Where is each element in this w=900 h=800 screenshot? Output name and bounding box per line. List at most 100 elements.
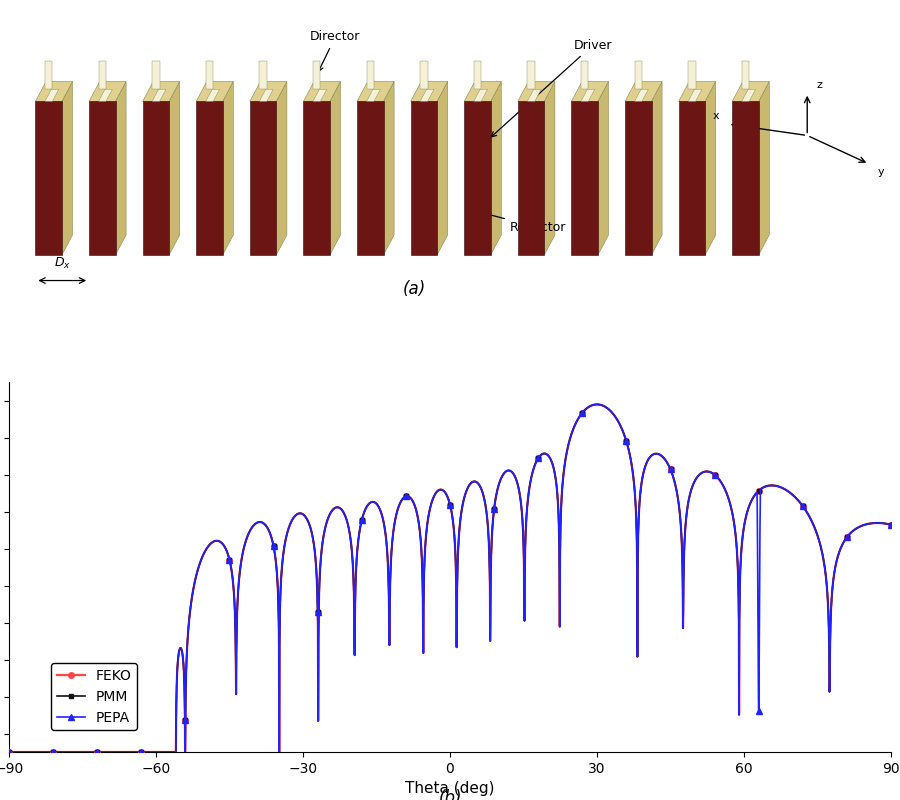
Polygon shape [634,90,648,102]
Polygon shape [464,82,501,102]
PEPA [278,550,289,560]
Text: z: z [816,80,822,90]
Polygon shape [742,61,749,90]
PEPA [110,747,121,757]
Polygon shape [196,82,233,102]
Polygon shape [733,82,770,102]
FEKO [109,747,120,757]
Polygon shape [634,61,642,90]
Polygon shape [742,90,755,102]
Polygon shape [598,82,608,255]
FEKO [110,747,121,757]
Polygon shape [581,61,589,90]
Polygon shape [89,102,115,255]
Polygon shape [152,61,159,90]
Line: PEPA: PEPA [6,402,894,754]
Polygon shape [143,102,169,255]
FEKO [886,520,896,530]
Polygon shape [313,61,320,90]
PEPA [591,400,602,410]
Polygon shape [115,82,126,255]
Polygon shape [383,82,394,255]
Polygon shape [366,61,374,90]
Polygon shape [303,82,340,102]
Polygon shape [733,102,759,255]
FEKO [4,747,14,757]
Polygon shape [62,82,73,255]
Polygon shape [250,102,276,255]
Text: Reflector: Reflector [471,209,566,234]
Line: PMM: PMM [6,402,894,754]
Text: (a): (a) [403,280,427,298]
Polygon shape [572,102,598,255]
Polygon shape [99,61,106,90]
Polygon shape [688,90,702,102]
Polygon shape [581,90,595,102]
Text: Director: Director [310,30,361,71]
Polygon shape [491,82,501,255]
Polygon shape [366,90,381,102]
PEPA [685,488,696,498]
Text: $D_x$: $D_x$ [54,255,71,270]
FEKO [613,418,624,427]
PEPA [613,418,624,427]
Text: y: y [878,166,885,177]
PEPA [109,747,120,757]
PMM [613,418,624,427]
Text: x: x [713,111,719,122]
Polygon shape [206,90,220,102]
Polygon shape [99,90,112,102]
Polygon shape [45,61,52,90]
Polygon shape [222,82,233,255]
PEPA [59,747,70,757]
Polygon shape [143,82,180,102]
Legend: FEKO, PMM, PEPA: FEKO, PMM, PEPA [51,663,137,730]
PEPA [886,520,896,530]
Polygon shape [357,82,394,102]
Polygon shape [544,82,555,255]
Polygon shape [259,90,273,102]
FEKO [685,488,696,498]
Polygon shape [679,102,705,255]
Polygon shape [45,90,58,102]
FEKO [591,400,602,410]
Polygon shape [705,82,716,255]
Polygon shape [437,82,447,255]
Polygon shape [527,90,541,102]
PMM [4,747,14,757]
Polygon shape [410,82,447,102]
PMM [109,747,120,757]
Line: FEKO: FEKO [6,402,894,754]
PMM [685,488,696,498]
Polygon shape [276,82,287,255]
Polygon shape [313,90,327,102]
PMM [591,400,602,410]
Polygon shape [410,102,437,255]
Polygon shape [688,61,696,90]
Polygon shape [35,102,62,255]
X-axis label: Theta (deg): Theta (deg) [405,782,495,796]
Polygon shape [303,102,330,255]
Text: (b): (b) [438,789,462,800]
Polygon shape [473,61,482,90]
PEPA [4,747,14,757]
Polygon shape [572,82,608,102]
PMM [886,520,896,530]
PMM [110,747,121,757]
Polygon shape [330,82,340,255]
Polygon shape [679,82,716,102]
FEKO [59,747,70,757]
PMM [278,550,289,560]
Polygon shape [527,61,535,90]
Polygon shape [420,61,427,90]
Polygon shape [196,102,222,255]
FEKO [278,550,289,560]
Polygon shape [625,82,662,102]
Polygon shape [420,90,434,102]
Polygon shape [357,102,383,255]
Polygon shape [259,61,266,90]
Polygon shape [206,61,213,90]
Polygon shape [169,82,180,255]
Polygon shape [464,102,491,255]
Polygon shape [518,82,555,102]
